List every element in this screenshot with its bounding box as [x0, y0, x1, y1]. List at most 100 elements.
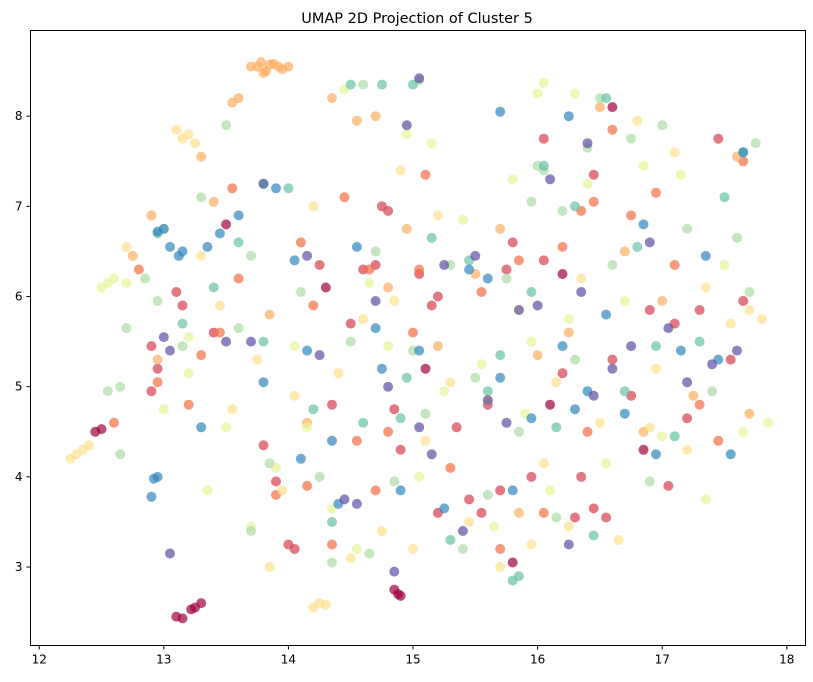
data-point	[619, 246, 630, 257]
data-point	[177, 341, 188, 352]
data-point	[576, 287, 587, 297]
data-point	[414, 73, 425, 84]
data-point	[738, 147, 749, 158]
data-point	[115, 381, 126, 392]
data-point	[725, 318, 736, 329]
data-point	[538, 133, 549, 144]
y-tick-label: 6	[15, 290, 23, 304]
data-point	[588, 169, 599, 180]
y-tick-label: 3	[15, 560, 23, 574]
data-point	[264, 458, 275, 469]
data-point	[744, 305, 755, 315]
data-point	[651, 341, 661, 352]
data-point	[408, 327, 418, 338]
data-point	[127, 250, 138, 261]
data-point	[420, 435, 431, 446]
data-point	[632, 115, 643, 126]
data-point	[258, 67, 269, 78]
data-point	[414, 471, 425, 482]
data-point	[501, 264, 512, 275]
data-point	[339, 192, 350, 203]
x-tick-label: 18	[779, 653, 794, 667]
data-point	[507, 557, 518, 568]
data-point	[414, 422, 425, 433]
data-point	[364, 264, 375, 275]
data-point	[495, 544, 506, 554]
data-point	[651, 449, 661, 460]
data-point	[351, 544, 362, 554]
data-point	[221, 336, 232, 347]
data-point	[364, 278, 375, 288]
data-point	[196, 151, 207, 162]
data-point	[84, 440, 95, 451]
data-point	[513, 255, 524, 266]
data-point	[432, 210, 443, 221]
data-point	[426, 138, 437, 149]
data-point	[177, 613, 188, 624]
data-point	[221, 219, 232, 230]
data-point	[196, 350, 207, 361]
data-point	[538, 458, 549, 469]
data-point	[476, 359, 487, 370]
data-point	[545, 485, 556, 496]
data-point	[351, 115, 362, 126]
data-point	[208, 196, 219, 207]
data-point	[557, 205, 568, 216]
data-point	[314, 350, 325, 361]
data-point	[401, 129, 412, 140]
data-point	[688, 390, 699, 401]
data-point	[545, 399, 556, 410]
data-point	[682, 413, 693, 424]
data-point	[513, 305, 524, 315]
data-point	[570, 404, 580, 415]
data-point	[420, 169, 431, 180]
data-point	[295, 237, 306, 248]
data-point	[308, 404, 319, 415]
data-point	[252, 354, 263, 365]
data-point	[370, 111, 381, 122]
data-point	[464, 264, 475, 275]
data-point	[165, 241, 175, 252]
y-axis: 3 4 5 6 7 8	[15, 109, 31, 574]
data-point	[345, 336, 356, 347]
data-point	[214, 300, 225, 311]
data-point	[495, 350, 506, 361]
data-point	[545, 174, 556, 185]
data-point	[538, 255, 549, 266]
data-point	[763, 417, 774, 428]
data-point	[302, 422, 313, 433]
x-tick-label: 16	[530, 653, 545, 667]
data-point	[327, 517, 337, 527]
data-point	[308, 201, 319, 212]
data-point	[327, 557, 337, 568]
data-point	[345, 553, 356, 563]
data-point	[202, 241, 213, 252]
data-point	[426, 449, 437, 460]
data-point	[152, 363, 163, 374]
data-point	[570, 512, 580, 523]
data-point	[339, 494, 350, 505]
data-point	[638, 444, 649, 455]
data-point	[358, 79, 369, 90]
data-point	[146, 210, 157, 221]
data-point	[464, 494, 475, 505]
data-point	[152, 354, 163, 365]
data-point	[295, 287, 306, 297]
x-axis: 12 13 14 15 16 17 18	[32, 645, 794, 667]
data-point	[208, 282, 219, 293]
data-point	[152, 296, 163, 306]
data-point	[526, 336, 537, 347]
data-point	[327, 399, 337, 410]
data-point	[320, 282, 331, 293]
data-point	[196, 422, 207, 433]
data-point	[432, 341, 443, 352]
data-point	[470, 372, 481, 383]
data-point	[669, 147, 680, 158]
data-point	[327, 539, 337, 550]
data-point	[445, 377, 456, 388]
data-point	[489, 521, 499, 532]
data-point	[302, 480, 313, 491]
data-point	[582, 426, 593, 437]
data-point	[738, 426, 749, 437]
